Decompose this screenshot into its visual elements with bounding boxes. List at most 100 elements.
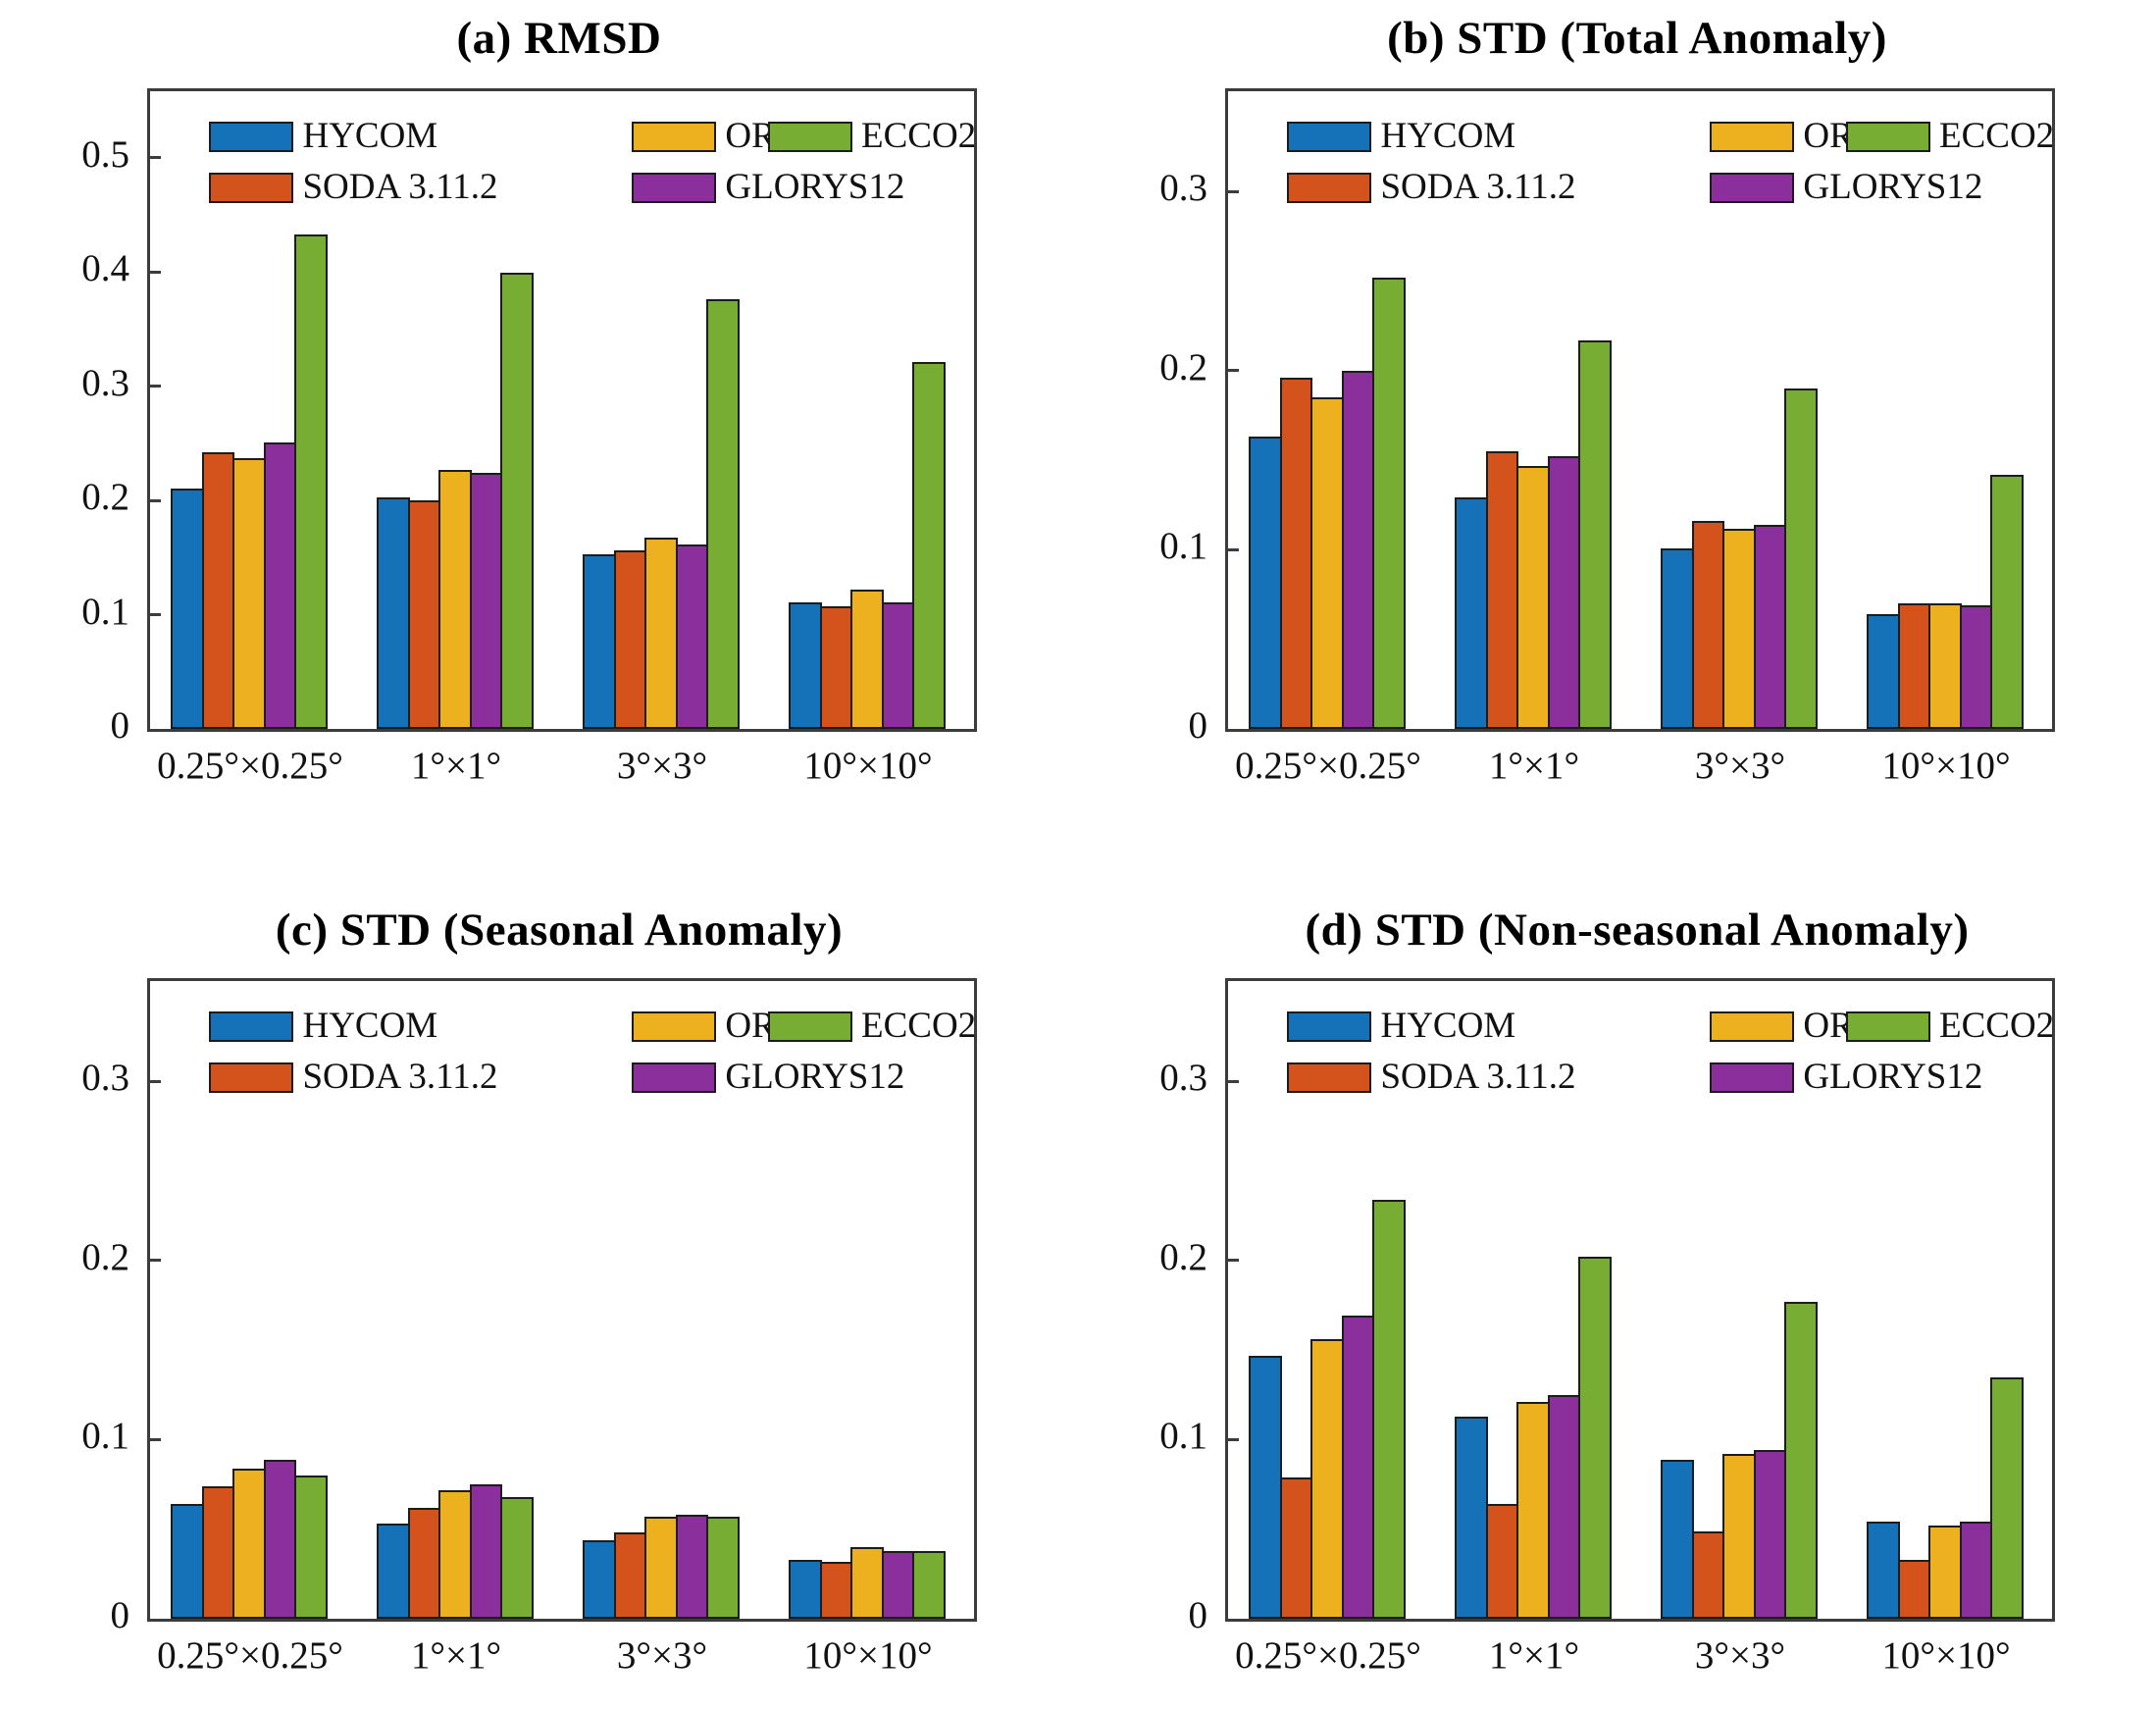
legend-label: ECCO2 (1939, 116, 2055, 156)
bar-glorys12-10-10 (881, 601, 915, 729)
bar-oras5-3-3 (644, 1516, 678, 1619)
y-tick-label: 0.1 (81, 1415, 129, 1458)
panel-b-title: (b) STD (Total Anomaly) (1387, 13, 1887, 64)
y-tick-label: 0.1 (1159, 1415, 1207, 1458)
bar-soda-3-11-2-0-25-0-25 (201, 1485, 235, 1619)
bar-ecco2-10-10 (912, 362, 946, 729)
bar-glorys12-3-3 (1753, 1450, 1787, 1619)
x-tick-label: 0.25°×0.25° (1235, 1634, 1421, 1677)
bar-soda-3-11-2-10-10 (819, 1561, 853, 1619)
bar-glorys12-10-10 (1959, 605, 1993, 729)
bar-soda-3-11-2-10-10 (819, 606, 853, 729)
legend-label: HYCOM (302, 116, 438, 156)
y-tick-mark (1228, 369, 1239, 373)
y-tick-mark (150, 1437, 161, 1441)
legend-entry-hycom: HYCOM (209, 1005, 437, 1048)
legend-entry-soda-3-11-2: SODA 3.11.2 (1287, 1056, 1576, 1099)
y-tick-label: 0.3 (1159, 1057, 1207, 1100)
bar-oras5-10-10 (1928, 603, 1962, 729)
bar-oras5-3-3 (1722, 1454, 1756, 1619)
panel-c-title: (c) STD (Seasonal Anomaly) (275, 905, 844, 956)
bar-ecco2-10-10 (1990, 1376, 2024, 1619)
oras5-legend-swatch (1710, 121, 1795, 152)
legend-entry-glorys12: GLORYS12 (632, 166, 904, 209)
hycom-legend-swatch (209, 121, 294, 152)
y-tick-mark (1228, 1437, 1239, 1441)
hycom-legend-swatch (1287, 121, 1372, 152)
bar-soda-3-11-2-3-3 (1691, 521, 1725, 729)
ecco2-legend-swatch (1846, 1010, 1930, 1042)
glorys12-legend-swatch (1710, 172, 1795, 203)
bar-hycom-3-3 (583, 1539, 616, 1619)
y-tick-mark (150, 1259, 161, 1263)
bar-ecco2-3-3 (1784, 388, 1818, 729)
y-tick-mark (1228, 1259, 1239, 1263)
bar-oras5-1-1 (438, 1489, 472, 1619)
x-tick-label: 0.25°×0.25° (157, 1634, 343, 1677)
panel-d-std-nonseasonal: (d) STD (Non-seasonal Anomaly) HYCOM SODA… (1078, 854, 2156, 1709)
x-tick-label: 3°×3° (1694, 1634, 1786, 1677)
bar-ecco2-10-10 (912, 1550, 946, 1619)
legend-label: GLORYS12 (1803, 1057, 1983, 1097)
legend-entry-glorys12: GLORYS12 (1710, 166, 1982, 209)
hycom-legend-swatch (209, 1010, 294, 1042)
ecco2-legend-swatch (768, 121, 852, 152)
x-tick-label: 3°×3° (1694, 745, 1786, 787)
x-tick-label: 3°×3° (616, 1634, 708, 1677)
bar-soda-3-11-2-0-25-0-25 (201, 452, 235, 729)
y-tick-label: 0.2 (81, 476, 129, 519)
panel-b-std-total: (b) STD (Total Anomaly) HYCOM SODA 3.11.2… (1078, 0, 2156, 854)
bar-hycom-1-1 (377, 1524, 410, 1619)
bar-soda-3-11-2-1-1 (407, 1507, 441, 1619)
bar-hycom-1-1 (1455, 1416, 1488, 1619)
x-tick-label: 10°×10° (1881, 1634, 2011, 1677)
legend-entry-soda-3-11-2: SODA 3.11.2 (1287, 166, 1576, 209)
y-tick-mark (150, 613, 161, 616)
legend-label: SODA 3.11.2 (302, 1057, 498, 1097)
x-tick-label: 1°×1° (410, 745, 502, 787)
legend-label: SODA 3.11.2 (1380, 1057, 1576, 1097)
legend-label: SODA 3.11.2 (302, 167, 498, 207)
bar-glorys12-10-10 (1959, 1522, 1993, 1619)
bar-hycom-0-25-0-25 (171, 489, 204, 729)
panel-c-std-seasonal: (c) STD (Seasonal Anomaly) HYCOM SODA 3.1… (0, 854, 1078, 1709)
bar-oras5-10-10 (850, 589, 884, 729)
bar-hycom-0-25-0-25 (171, 1504, 204, 1619)
bar-hycom-0-25-0-25 (1249, 1355, 1282, 1619)
bar-soda-3-11-2-3-3 (1691, 1530, 1725, 1619)
soda-3-11-2-legend-swatch (209, 1062, 294, 1093)
bar-soda-3-11-2-1-1 (1485, 451, 1519, 729)
legend-entry-soda-3-11-2: SODA 3.11.2 (209, 1056, 498, 1099)
y-tick-mark (1228, 547, 1239, 551)
bar-oras5-1-1 (1516, 465, 1550, 729)
bar-glorys12-0-25-0-25 (1341, 1316, 1375, 1619)
bar-soda-3-11-2-3-3 (613, 1532, 647, 1619)
bar-oras5-0-25-0-25 (232, 1468, 266, 1619)
bar-ecco2-1-1 (1578, 1257, 1612, 1619)
bar-hycom-10-10 (789, 1559, 822, 1619)
x-tick-label: 1°×1° (410, 1634, 502, 1677)
legend-entry-ecco2: ECCO2 (768, 115, 976, 158)
y-tick-mark (150, 1079, 161, 1083)
bar-hycom-3-3 (1661, 547, 1694, 729)
bar-ecco2-3-3 (1784, 1301, 1818, 1619)
bar-ecco2-1-1 (500, 1496, 534, 1619)
hycom-legend-swatch (1287, 1010, 1372, 1042)
y-tick-mark (150, 498, 161, 502)
legend-entry-hycom: HYCOM (1287, 1005, 1515, 1048)
bar-hycom-1-1 (377, 496, 410, 729)
y-tick-label: 0.1 (1159, 525, 1207, 568)
x-tick-label: 0.25°×0.25° (157, 745, 343, 787)
legend-entry-ecco2: ECCO2 (1846, 115, 2054, 158)
bar-glorys12-0-25-0-25 (1341, 370, 1375, 729)
y-tick-label: 0.5 (81, 132, 129, 176)
bar-glorys12-0-25-0-25 (263, 441, 297, 729)
legend-entry-ecco2: ECCO2 (768, 1005, 976, 1048)
bar-soda-3-11-2-1-1 (1485, 1504, 1519, 1619)
legend-entry-soda-3-11-2: SODA 3.11.2 (209, 166, 498, 209)
bar-hycom-10-10 (1867, 614, 1900, 729)
y-tick-label: 0 (1188, 704, 1208, 747)
